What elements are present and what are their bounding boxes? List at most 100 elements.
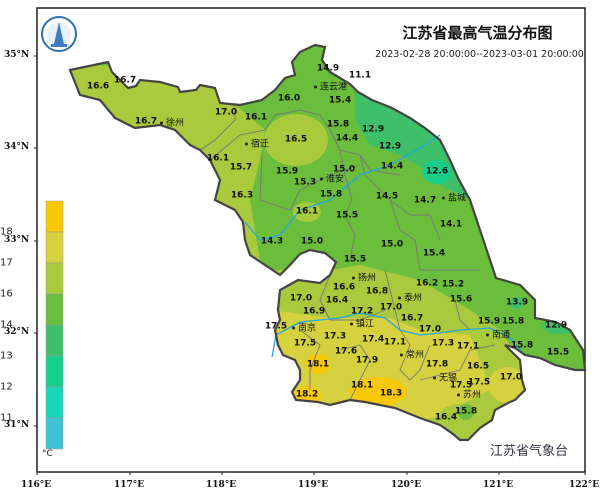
lon-tick-label: 122°E xyxy=(569,480,600,490)
lon-tick-label: 118°E xyxy=(206,480,237,490)
legend-swatch xyxy=(45,386,64,419)
station-temperature: 16.5 xyxy=(466,361,490,372)
rivers xyxy=(244,134,523,358)
station-temperature: 17.0 xyxy=(499,372,523,383)
station-temperature: 17.5 xyxy=(293,338,317,349)
city-label: 镇江 xyxy=(350,320,374,331)
station-temperature: 17.5 xyxy=(467,377,491,388)
station-temperature: 15.8 xyxy=(510,340,534,351)
legend-unit: °C xyxy=(42,449,53,459)
station-temperature: 15.5 xyxy=(335,210,359,221)
station-temperature: 18.3 xyxy=(379,388,403,399)
station-temperature: 16.1 xyxy=(206,153,230,164)
station-temperature: 15.2 xyxy=(441,279,465,290)
station-temperature: 15.8 xyxy=(326,119,350,130)
station-temperature: 17.9 xyxy=(355,355,379,366)
station-temperature: 18.1 xyxy=(350,380,374,391)
station-temperature: 18.2 xyxy=(295,389,319,400)
station-temperature: 17.3 xyxy=(431,338,455,349)
lat-tick-label: 31°N xyxy=(4,420,30,430)
province-outline xyxy=(68,43,587,442)
legend-swatch xyxy=(45,324,64,357)
station-temperature: 15.9 xyxy=(275,166,299,177)
city-label: 泰州 xyxy=(398,294,422,305)
station-temperature: 16.4 xyxy=(434,412,458,423)
legend-tick-label: 11 xyxy=(0,412,13,424)
legend-tick-label: 12 xyxy=(0,381,13,393)
station-temperature: 16.8 xyxy=(365,286,389,297)
agency-label: 江苏省气象台 xyxy=(490,444,569,459)
station-temperature: 17.1 xyxy=(456,341,480,352)
station-temperature: 15.8 xyxy=(454,406,478,417)
legend-colorbar xyxy=(45,200,64,450)
station-temperature: 12.9 xyxy=(378,141,402,152)
station-temperature: 16.4 xyxy=(325,295,349,306)
station-temperature: 14.5 xyxy=(375,191,399,202)
station-temperature: 15.6 xyxy=(449,294,473,305)
agency-logo xyxy=(41,16,77,52)
city-label: 常州 xyxy=(400,351,424,362)
station-temperature: 15.5 xyxy=(546,347,570,358)
lon-tick-label: 119°E xyxy=(298,480,329,490)
station-temperature: 12.6 xyxy=(425,166,449,177)
station-temperature: 14.3 xyxy=(260,236,284,247)
city-label: 淮安 xyxy=(320,175,344,186)
station-temperature: 15.0 xyxy=(380,239,404,250)
city-label: 无锡 xyxy=(433,374,457,385)
station-temperature: 15.7 xyxy=(229,162,253,173)
lat-tick-label: 33°N xyxy=(4,235,30,245)
station-temperature: 18.1 xyxy=(306,359,330,370)
station-temperature: 15.9 xyxy=(477,316,501,327)
lon-tick-label: 120°E xyxy=(391,480,422,490)
lon-tick-label: 121°E xyxy=(483,480,514,490)
legend-tick-label: 17 xyxy=(0,257,13,269)
legend-tick-label: 13 xyxy=(0,350,13,362)
city-label: 连云港 xyxy=(314,83,347,94)
legend-swatch xyxy=(45,293,64,326)
station-temperature: 16.6 xyxy=(332,282,356,293)
station-temperature: 12.9 xyxy=(544,320,568,331)
station-temperature: 15.3 xyxy=(293,177,317,188)
station-temperature: 12.9 xyxy=(361,124,385,135)
legend-tick-label: 14 xyxy=(0,319,13,331)
station-temperature: 16.9 xyxy=(302,306,326,317)
city-label: 南京 xyxy=(292,324,316,335)
station-temperature: 17.5 xyxy=(264,321,288,332)
lat-tick-label: 34°N xyxy=(4,142,30,152)
station-temperature: 16.1 xyxy=(295,206,319,217)
city-label: 徐州 xyxy=(160,119,184,130)
station-temperature: 17.3 xyxy=(323,331,347,342)
station-temperature: 17.0 xyxy=(289,293,313,304)
city-label: 苏州 xyxy=(457,391,481,402)
station-temperature: 14.7 xyxy=(413,195,437,206)
station-temperature: 15.0 xyxy=(300,236,324,247)
station-temperature: 16.1 xyxy=(244,112,268,123)
station-temperature: 16.2 xyxy=(415,278,439,289)
axis-tick-marks xyxy=(34,55,586,475)
station-temperature: 17.8 xyxy=(425,359,449,370)
station-temperature: 15.5 xyxy=(343,254,367,265)
map-title: 江苏省最高气温分布图 xyxy=(402,24,553,42)
station-temperature: 17.0 xyxy=(379,302,403,313)
lat-tick-label: 35°N xyxy=(4,50,30,60)
legend-swatch xyxy=(45,355,64,388)
legend-tick-label: 18 xyxy=(0,226,13,238)
time-range: 2023-02-28 20:00:00--2023-03-01 20:00:00 xyxy=(375,49,584,60)
station-temperature: 16.0 xyxy=(277,93,301,104)
station-temperature: 17.2 xyxy=(350,306,374,317)
station-temperature: 17.0 xyxy=(418,324,442,335)
station-temperature: 11.1 xyxy=(348,70,372,81)
station-temperature: 17.0 xyxy=(214,107,238,118)
city-label: 扬州 xyxy=(352,274,376,285)
station-temperature: 15.4 xyxy=(328,95,352,106)
station-temperature: 15.8 xyxy=(501,316,525,327)
legend-tick-label: 16 xyxy=(0,288,13,300)
station-temperature: 14.4 xyxy=(380,161,404,172)
station-temperature: 16.3 xyxy=(230,190,254,201)
station-temperature: 15.8 xyxy=(319,189,343,200)
station-temperature: 16.6 xyxy=(86,81,110,92)
station-temperature: 17.5 xyxy=(449,380,473,391)
station-temperature: 14.4 xyxy=(335,133,359,144)
